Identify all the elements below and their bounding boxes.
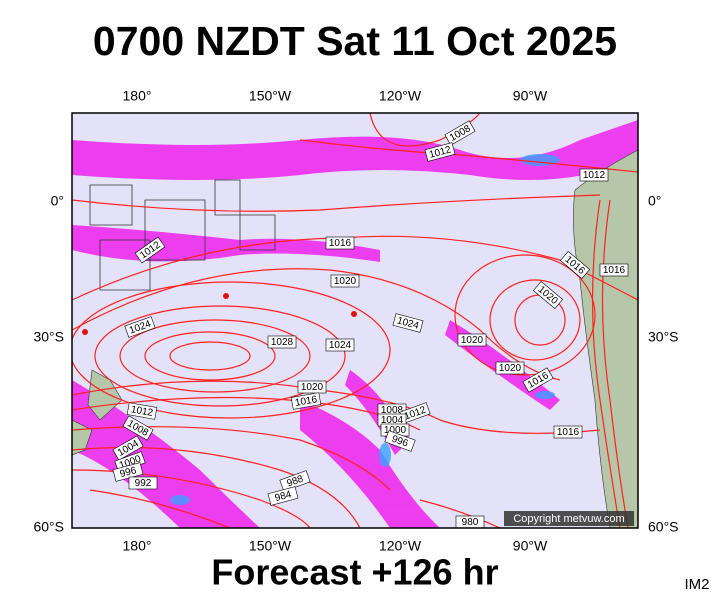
latitude-label: 60°S: [33, 519, 64, 535]
latitude-label: 30°S: [648, 329, 679, 345]
isobar-label-text: 984: [274, 489, 293, 504]
isobar-label-box: [495, 361, 525, 375]
markers: [82, 293, 357, 335]
isobar-label: 1012: [579, 168, 609, 182]
isobar-label-box: [559, 250, 591, 280]
map-frame: [71, 112, 639, 529]
isobar-label: 1016: [553, 425, 583, 439]
isobar-label-box: [522, 367, 554, 393]
isobar-label-box: [444, 120, 476, 146]
longitude-label: 120°W: [379, 88, 422, 104]
isobar-label-text: 980: [462, 517, 479, 528]
isobar-label-box: [330, 274, 360, 288]
isobar-label: 1012: [126, 402, 158, 420]
isobar-label-box: [297, 380, 327, 394]
forecast-label: Forecast +126 hr: [211, 552, 498, 593]
copyright: Copyright metvuw.com: [513, 513, 624, 525]
isobar-label-text: 1012: [583, 170, 606, 181]
isobar-label: 1016: [325, 236, 355, 250]
isobar-label: 1020: [495, 361, 525, 375]
longitude-label: 90°W: [513, 88, 548, 104]
isobar-label: 1012: [424, 142, 456, 162]
latitude-label: 0°: [648, 193, 661, 209]
isobar-label: 1024: [392, 313, 424, 333]
isobar-label: 1016: [599, 263, 629, 277]
isobar-label: 1020: [330, 274, 360, 288]
isobar-label-box: [384, 430, 416, 452]
isobar-label-text: 1020: [301, 382, 324, 393]
image-id: IM2: [684, 576, 709, 593]
isobar-label-text: 1020: [334, 276, 357, 287]
longitude-label: 150°W: [249, 538, 292, 554]
isobar-label: 980: [455, 515, 485, 528]
isobar-label-box: [424, 142, 456, 162]
isobar-label-box: [553, 425, 583, 439]
latitude-label: 60°S: [648, 519, 679, 535]
longitude-label: 150°W: [249, 88, 292, 104]
latitude-label: 30°S: [33, 329, 64, 345]
isobar-label: 1028: [267, 335, 297, 349]
latitude-label: 0°: [51, 193, 64, 209]
isobar-label-text: 1004: [381, 415, 404, 426]
isobar-label-text: 1008: [381, 405, 404, 416]
isobar-label-box: [457, 333, 487, 347]
isobar-label-box: [532, 280, 564, 310]
isobar-label: 984: [267, 486, 299, 506]
isobar-label-box: [279, 470, 311, 492]
isobar-label-text: 1016: [294, 394, 318, 409]
isobar-label-text: 1028: [271, 337, 294, 348]
isobar-label-text: 1024: [329, 340, 352, 351]
isobar-label-text: 1020: [499, 363, 522, 374]
isobar-label: 992: [128, 476, 158, 490]
isobar-label-box: [122, 415, 154, 441]
isobar-label-box: [290, 392, 322, 410]
isobar-label-text: 1020: [461, 335, 484, 346]
isobar-label-box: [134, 236, 166, 264]
isobar-label-text: 1000: [384, 425, 407, 436]
isobar-label-text: 992: [135, 478, 152, 489]
isobar-label-text: 1016: [603, 265, 626, 276]
isobar-label-box: [128, 476, 158, 490]
longitude-label: 120°W: [379, 538, 422, 554]
isobar-label-box: [325, 338, 355, 352]
longitude-label: 90°W: [513, 538, 548, 554]
isobar-label: 996: [384, 430, 416, 452]
isobar-label-text: 1012: [130, 404, 154, 419]
isobar-label: 1004: [377, 413, 407, 427]
isobar-label: 1016: [290, 392, 322, 410]
isobar-label-text: 1016: [329, 238, 352, 249]
isobar-label-box: [267, 486, 299, 506]
isobar-label-box: [599, 263, 629, 277]
longitude-label: 180°: [123, 538, 152, 554]
isobar-label-box: [579, 168, 609, 182]
isobar-label-box: [392, 313, 424, 333]
isobar-label-box: [126, 402, 158, 420]
isobar-label: 1024: [325, 338, 355, 352]
isobar-label-box: [124, 316, 156, 338]
isobar-label-text: 996: [119, 465, 138, 480]
isobar-label: 988: [279, 470, 311, 492]
longitude-label: 180°: [123, 88, 152, 104]
graticule-labels: 180° 180° 150°W 150°W 120°W 120°W 90°W 90°W 0° 0°…: [33, 88, 678, 554]
isobar-label-box: [455, 515, 485, 528]
isobar-label-box: [325, 236, 355, 250]
isobar-label: 1020: [457, 333, 487, 347]
isobar-label-text: 1016: [557, 427, 580, 438]
isobar-label: 1020: [297, 380, 327, 394]
isobar-label-box: [267, 335, 297, 349]
isobar-label-box: [112, 435, 144, 461]
title: 0700 NZDT Sat 11 Oct 2025: [93, 18, 617, 64]
